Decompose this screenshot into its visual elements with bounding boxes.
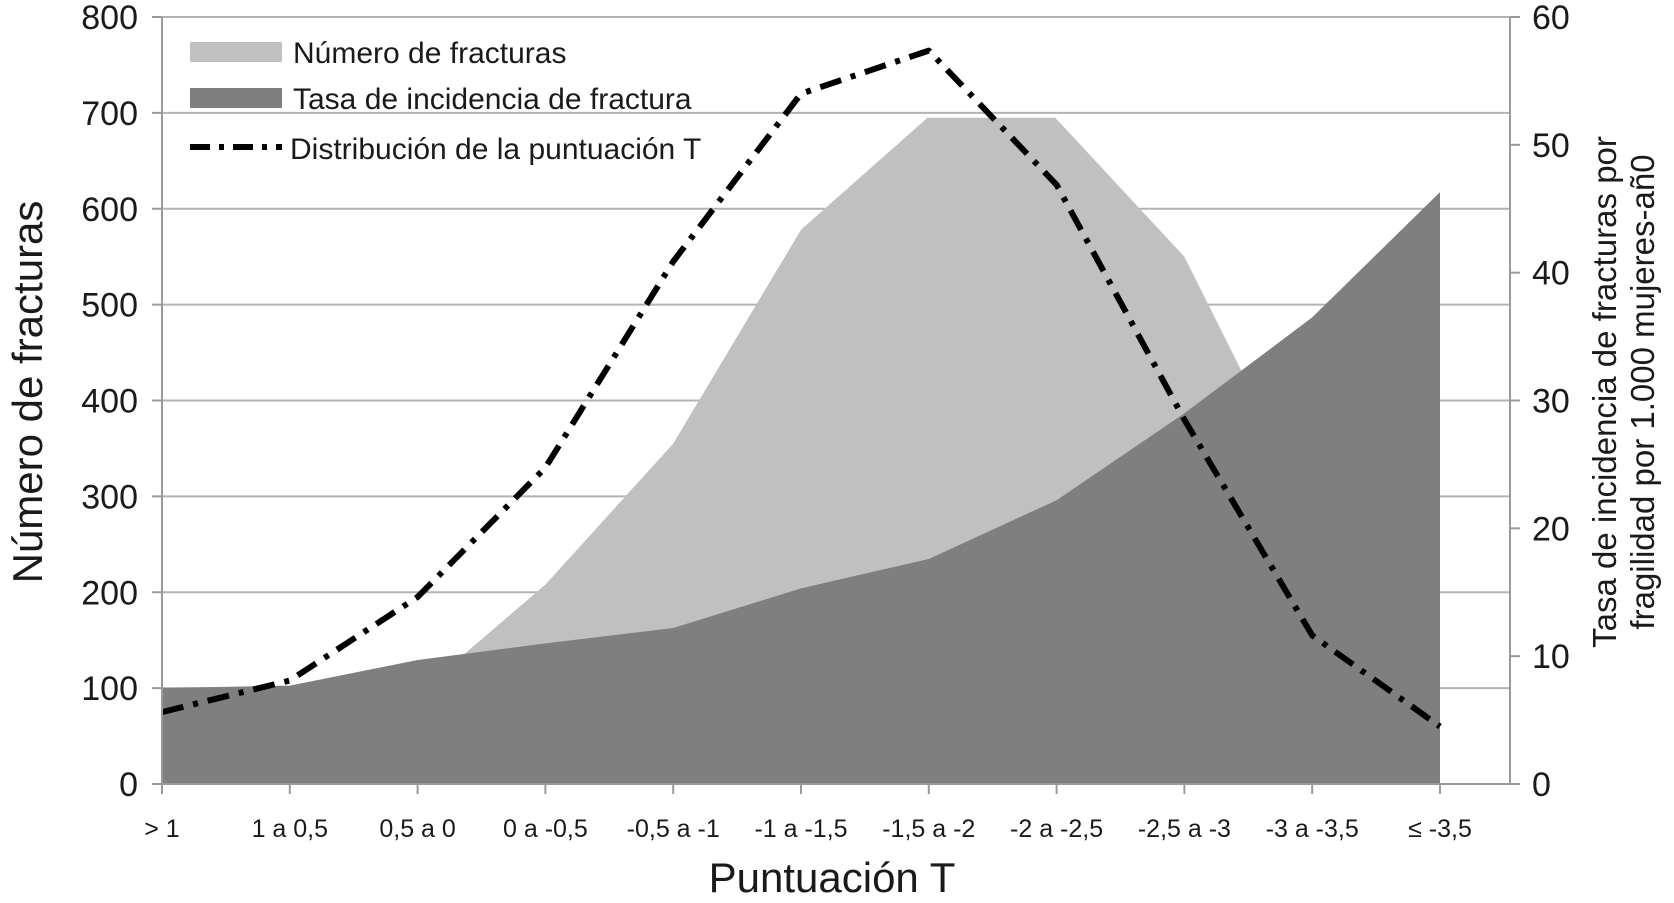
right-y-axis-title-line1: Tasa de incidencia de fracturas por	[1586, 136, 1623, 648]
right-tick-label-50: 50	[1532, 127, 1570, 165]
x-tick-label-3: 0 a -0,5	[503, 815, 588, 843]
left-tick-label-800: 800	[81, 0, 138, 37]
x-tick-label-6: -1,5 a -2	[882, 815, 975, 843]
axes	[152, 16, 1520, 794]
legend-swatch-fracturas	[190, 42, 282, 62]
x-tick-labels: > 1 1 a 0,5 0,5 a 0 0 a -0,5 -0,5 a -1 -1 a -…	[144, 815, 1472, 843]
right-tick-label-40: 40	[1532, 255, 1570, 293]
x-tick-label-10: ≤ -3,5	[1408, 815, 1472, 843]
legend-swatch-tasa	[190, 88, 282, 108]
right-y-axis-title-line2: fragilidad por 1.000 mujeres-añ0	[1624, 154, 1661, 629]
area-series-1	[162, 192, 1440, 785]
x-tick-label-2: 0,5 a 0	[379, 815, 455, 843]
left-tick-label-200: 200	[81, 574, 138, 612]
x-axis-title: Puntuación T	[709, 854, 956, 901]
x-tick-label-0: > 1	[144, 815, 179, 843]
right-tick-label-10: 10	[1532, 638, 1570, 676]
right-tick-label-60: 60	[1532, 0, 1570, 37]
right-tick-label-30: 30	[1532, 383, 1570, 421]
right-tick-label-20: 20	[1532, 510, 1570, 548]
x-tick-label-4: -0,5 a -1	[627, 815, 720, 843]
left-tick-label-300: 300	[81, 478, 138, 516]
legend-label-tasa: Tasa de incidencia de fractura	[293, 83, 692, 116]
area-series	[162, 117, 1440, 785]
x-tick-label-8: -2,5 a -3	[1138, 815, 1231, 843]
left-tick-label-700: 700	[81, 95, 138, 133]
left-y-axis-title: Número de fracturas	[4, 201, 51, 584]
left-tick-label-500: 500	[81, 287, 138, 325]
legend: Número de fracturas Tasa de incidencia d…	[190, 37, 701, 166]
x-tick-label-7: -2 a -2,5	[1010, 815, 1103, 843]
right-y-tick-labels: 0 10 20 30 40 50 60	[1532, 0, 1570, 804]
left-tick-label-400: 400	[81, 383, 138, 421]
legend-label-fracturas: Número de fracturas	[293, 37, 566, 70]
x-tick-label-9: -3 a -3,5	[1266, 815, 1359, 843]
left-tick-label-100: 100	[81, 670, 138, 708]
left-tick-label-600: 600	[81, 191, 138, 229]
legend-label-distribucion: Distribución de la puntuación T	[290, 133, 701, 166]
right-tick-label-0: 0	[1532, 766, 1551, 804]
left-tick-label-0: 0	[119, 766, 138, 804]
x-tick-label-5: -1 a -1,5	[754, 815, 847, 843]
x-tick-label-1: 1 a 0,5	[252, 815, 328, 843]
left-y-tick-labels: 0 100 200 300 400 500 600 700 800	[81, 0, 138, 804]
